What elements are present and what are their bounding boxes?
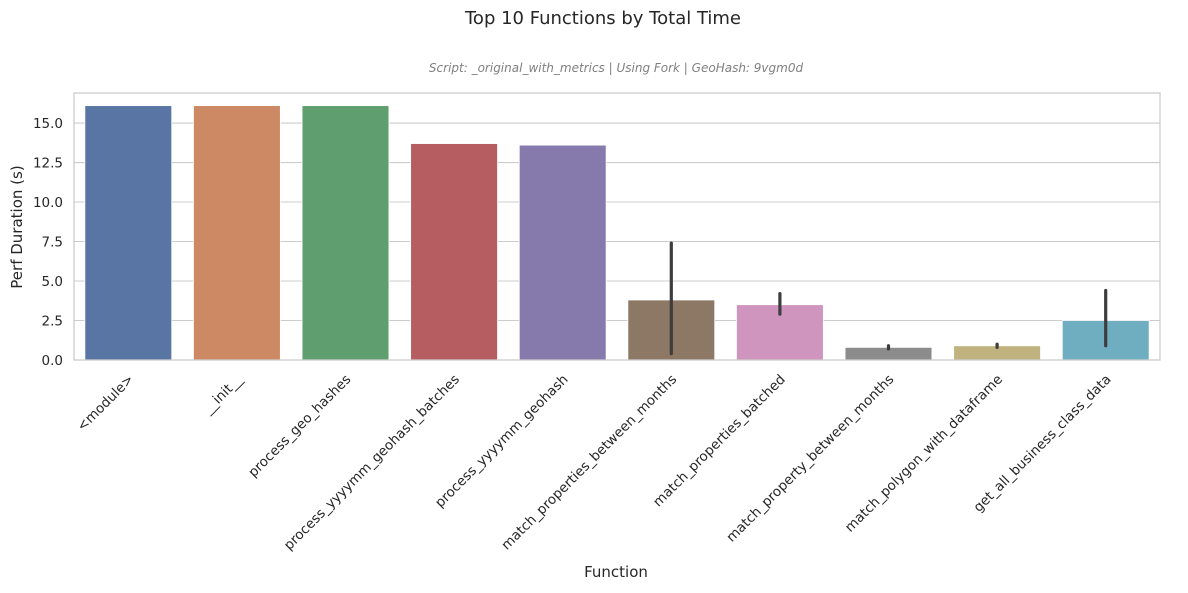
y-tick-label: 12.5 <box>33 156 63 172</box>
error-bars <box>669 241 1108 356</box>
bar <box>84 105 173 361</box>
y-axis-label: Perf Duration (s) <box>8 165 26 288</box>
plot-frame <box>73 92 1161 361</box>
x-tick-label: __init__ <box>200 371 246 417</box>
y-tick-label: 15.0 <box>33 116 63 132</box>
x-tick-label: process_geo_hashes <box>245 372 354 481</box>
y-tick-label: 2.5 <box>42 314 63 330</box>
chart-title: Top 10 Functions by Total Time <box>464 8 741 29</box>
x-tick-label: <module> <box>74 372 137 435</box>
x-tick-label: match_properties_between_months <box>498 372 680 554</box>
x-tick-label: match_property_between_months <box>723 372 897 546</box>
bar <box>193 105 281 361</box>
y-tick-label: 10.0 <box>33 195 63 211</box>
x-tick-label: process_yyyymm_geohash_batches <box>281 372 463 554</box>
chart-subtitle: Script: _original_with_metrics | Using F… <box>429 61 804 75</box>
y-tick-labels: 0.0 2.5 5.0 7.5 10.0 12.5 15.0 <box>33 116 63 369</box>
bar <box>301 105 390 361</box>
bar <box>410 143 498 361</box>
y-tick-label: 5.0 <box>42 274 63 290</box>
bar <box>518 144 607 361</box>
y-tick-label: 7.5 <box>42 235 63 251</box>
bars <box>84 105 1150 361</box>
x-tick-labels: <module> __init__ process_geo_hashesproces… <box>74 371 1114 553</box>
y-tick-label: 0.0 <box>42 353 63 369</box>
x-axis-label: Function <box>584 563 648 581</box>
